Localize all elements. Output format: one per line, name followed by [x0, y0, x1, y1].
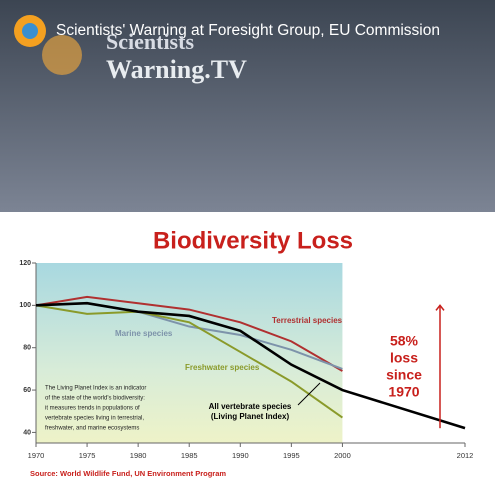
note-text: The Living Planet Index is an indicator — [45, 386, 146, 392]
logo-text: Warning.TV — [106, 55, 247, 84]
y-tick-label: 120 — [19, 260, 31, 267]
annotation: loss — [390, 350, 418, 366]
x-tick-label: 1970 — [28, 451, 45, 460]
y-tick-label: 100 — [19, 302, 31, 309]
x-tick-label: 2012 — [457, 451, 474, 460]
plot-background — [36, 263, 343, 443]
logo-icon — [42, 35, 82, 75]
y-tick-label: 60 — [23, 387, 31, 394]
series-label: Freshwater species — [185, 363, 260, 372]
video-title[interactable]: Scientists' Warning at Foresight Group, … — [56, 22, 440, 39]
series-line — [35, 301, 466, 430]
annotation: since — [386, 367, 422, 383]
series-label: Marine species — [115, 329, 173, 338]
x-tick-label: 1990 — [232, 451, 249, 460]
x-tick-label: 2000 — [334, 451, 351, 460]
source: Source: World Wildlife Fund, UN Environm… — [30, 469, 226, 478]
y-tick-label: 40 — [23, 429, 31, 436]
note-text: vertebrate species living in terrestrial… — [45, 416, 144, 422]
series-label: Terrestrial species — [272, 316, 343, 325]
x-tick-label: 1975 — [79, 451, 96, 460]
chart-title: Biodiversity Loss — [153, 227, 353, 254]
arrow-head — [435, 304, 445, 311]
logo-text: Scientists — [106, 29, 194, 54]
y-tick-label: 80 — [23, 345, 31, 352]
note-text: of the state of the world's biodiversity… — [45, 396, 145, 402]
x-tick-label: 1980 — [130, 451, 147, 460]
series-line — [35, 295, 343, 372]
x-tick-label: 1985 — [181, 451, 198, 460]
channel-icon-center — [22, 23, 38, 39]
series-line — [35, 304, 344, 419]
annotation: 58% — [390, 333, 419, 349]
note-text: it measures trends in populations of — [45, 406, 140, 412]
annotation: 1970 — [388, 384, 419, 400]
note-text: freshwater, and marine ecosystems — [45, 426, 139, 432]
series-label: All vertebrate species (Living Planet Ind… — [209, 402, 292, 421]
label-pointer — [297, 382, 321, 406]
x-tick-label: 1995 — [283, 451, 300, 460]
video-background — [0, 0, 495, 212]
